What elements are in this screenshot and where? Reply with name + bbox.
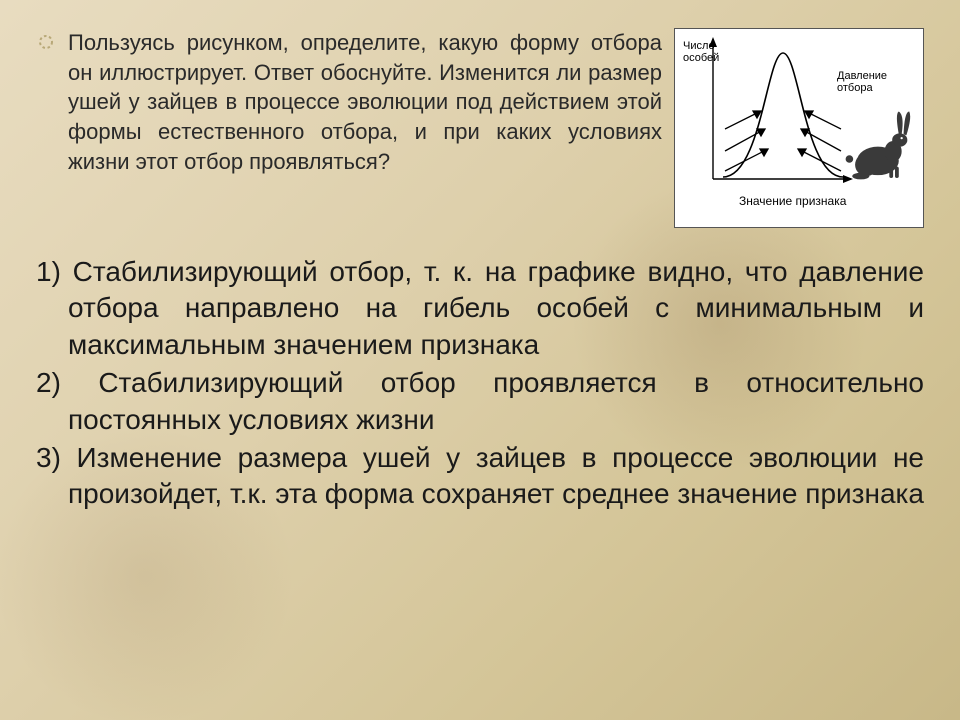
selection-diagram: Число особей Давление отбора Значение пр… [674, 28, 924, 228]
pressure-arrows-right [798, 111, 841, 171]
question-text: Пользуясь рисунком, определите, какую фо… [68, 28, 662, 176]
answer-item: 3) Изменение размера ушей у зайцев в про… [36, 440, 924, 513]
ylabel: Число особей [683, 40, 719, 64]
hare-illustration [846, 112, 911, 180]
answer-item: 1) Стабилизирующий отбор, т. к. на графи… [36, 254, 924, 363]
answer-item: 2) Стабилизирующий отбор проявляется в о… [36, 365, 924, 438]
bullet-icon [36, 32, 56, 52]
top-row: Пользуясь рисунком, определите, какую фо… [36, 28, 924, 228]
selection-label: Давление отбора [837, 70, 890, 94]
answers-block: 1) Стабилизирующий отбор, т. к. на графи… [36, 254, 924, 513]
xlabel: Значение признака [739, 194, 847, 208]
pressure-arrows-left [725, 111, 768, 171]
